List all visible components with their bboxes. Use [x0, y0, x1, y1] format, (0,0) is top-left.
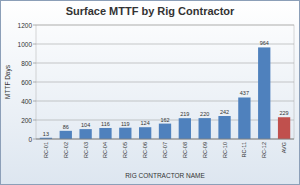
bar	[199, 118, 211, 139]
data-label: 242	[220, 109, 229, 115]
y-tick	[33, 120, 36, 121]
chart-title: Surface MTTF by Rig Contractor	[66, 5, 235, 17]
y-tick	[33, 25, 36, 26]
x-tick-label: RC-02	[63, 142, 69, 158]
bar	[238, 97, 250, 139]
grid-line	[36, 101, 294, 102]
x-tick-label: RC-09	[202, 142, 208, 158]
x-tick-label: RC-11	[241, 142, 247, 158]
data-label: 162	[160, 117, 169, 123]
chart-background	[1, 1, 300, 185]
y-tick-label: 800	[21, 60, 32, 67]
y-tick-label: 600	[21, 79, 32, 86]
y-tick-label: 200	[21, 117, 32, 124]
grid-line	[36, 139, 294, 140]
y-tick	[33, 101, 36, 102]
data-label: 119	[121, 121, 130, 127]
data-label: 229	[279, 110, 288, 116]
y-tick	[33, 44, 36, 45]
x-tick-label: RC-08	[182, 142, 188, 158]
x-axis-title: RIG CONTRACTOR NAME	[125, 172, 205, 179]
y-tick-label: 400	[21, 98, 32, 105]
x-tick-label: RC-12	[261, 142, 267, 158]
bar	[258, 47, 270, 139]
bar	[60, 131, 72, 139]
x-tick-label: RC-06	[142, 142, 148, 158]
chart-container: Surface MTTF by Rig Contractor 0 200 400 600…	[0, 0, 300, 185]
y-tick	[33, 82, 36, 83]
bar	[79, 129, 91, 139]
x-tick-label: RC-10	[222, 142, 228, 158]
data-label: 13	[43, 131, 49, 137]
y-axis-title: MTTF Days	[4, 64, 12, 99]
grid-line	[36, 25, 294, 26]
grid-line	[36, 44, 294, 45]
chart-svg: Surface MTTF by Rig Contractor 0 200 400 600…	[0, 0, 300, 185]
y-tick-label: 1200	[18, 22, 33, 29]
data-label: 104	[81, 122, 90, 128]
plot-frame	[36, 25, 294, 139]
data-label: 220	[200, 111, 209, 117]
data-label: 437	[240, 90, 249, 96]
bar	[139, 127, 151, 139]
data-label: 116	[101, 121, 110, 127]
bar	[99, 128, 111, 139]
data-label: 124	[141, 120, 150, 126]
x-tick-label: RC-01	[43, 142, 49, 158]
grid-line	[36, 63, 294, 64]
y-tick	[33, 63, 36, 64]
bars	[40, 47, 290, 139]
y-tick-label: 0	[28, 136, 32, 143]
bar	[119, 128, 131, 139]
x-tick-label: RC-07	[162, 142, 168, 158]
x-tick-label: RC-04	[102, 142, 108, 158]
bar	[218, 116, 230, 139]
y-tick-label: 1000	[18, 41, 33, 48]
grid-line	[36, 82, 294, 83]
bar	[159, 124, 171, 139]
bar	[278, 117, 290, 139]
data-label: 86	[63, 124, 69, 130]
x-axis-line	[36, 139, 294, 140]
data-label: 219	[180, 111, 189, 117]
x-tick-label: RC-03	[83, 142, 89, 158]
bar	[179, 118, 191, 139]
data-label: 964	[260, 40, 269, 46]
y-tick	[33, 139, 36, 140]
x-tick-label: RC-05	[122, 142, 128, 158]
x-tick-label: AVG	[281, 142, 287, 153]
